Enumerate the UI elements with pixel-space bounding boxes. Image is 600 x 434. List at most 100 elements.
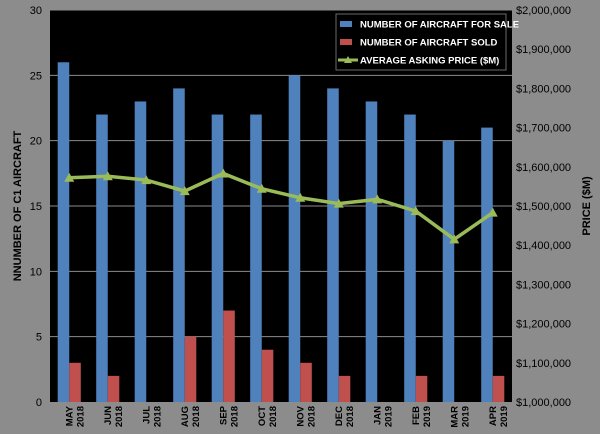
x-tick-year: 2018	[152, 406, 163, 427]
x-tick-month: SEP	[218, 405, 229, 425]
bar-for-sale	[442, 140, 455, 402]
price-point	[102, 171, 113, 181]
x-tick-year: 2019	[499, 406, 510, 427]
legend-label: NUMBER OF AIRCRAFT SOLD	[360, 38, 498, 49]
bar-for-sale	[327, 88, 339, 403]
y-tick-label-right: $1,500,000	[516, 201, 571, 213]
y-tick-label-right: $1,200,000	[516, 319, 571, 331]
y-tick-label-right: $1,700,000	[516, 123, 571, 135]
x-tick-label: SEP2018	[218, 405, 240, 427]
x-tick-year: 2019	[383, 406, 394, 427]
x-tick-year: 2018	[268, 406, 279, 427]
bar-for-sale	[365, 101, 378, 402]
y-tick-label-right: $1,100,000	[516, 358, 571, 370]
y-tick-label-left: 30	[30, 5, 42, 17]
bar-sold	[107, 375, 120, 402]
price-point	[372, 194, 383, 204]
y-tick-label-right: $1,900,000	[516, 44, 571, 56]
y-tick-label-left: 20	[30, 136, 42, 148]
y-tick-label-right: $2,000,000	[516, 5, 571, 17]
bar-for-sale	[173, 88, 185, 403]
price-point	[410, 206, 421, 216]
x-tick-year: 2018	[114, 406, 125, 427]
y-axis-title-right: PRICE ($M)	[581, 176, 593, 236]
y-tick-label-left: 0	[36, 397, 42, 409]
bar-sold	[300, 362, 312, 402]
legend-swatch-marker	[344, 56, 352, 63]
y-tick-label-right: $1,800,000	[516, 83, 571, 95]
price-point	[218, 168, 229, 178]
legend-box	[335, 13, 507, 71]
x-tick-month: NOV	[295, 405, 306, 426]
x-axis-categories: MAY2018 JUN2018 JUL2018 AUG2018 SEP2018 OCT20…	[64, 405, 510, 427]
price-point	[333, 198, 344, 208]
left-axis-ticks: 0 5 10 15 20 25 30	[30, 5, 42, 409]
bar-sold	[223, 310, 235, 402]
price-point	[179, 186, 190, 196]
x-tick-month: APR	[488, 406, 499, 426]
legend-label: AVERAGE ASKING PRICE ($M)	[360, 56, 499, 67]
x-tick-label: AUG2018	[180, 406, 202, 427]
x-tick-year: 2018	[306, 406, 317, 427]
y-tick-label-right: $1,300,000	[516, 279, 571, 291]
x-tick-month: MAR	[449, 406, 460, 428]
bar-sold	[261, 349, 274, 402]
x-tick-label: OCT2018	[257, 406, 279, 427]
bar-for-sale	[134, 101, 147, 402]
x-tick-month: AUG	[180, 406, 191, 427]
bars	[57, 62, 505, 403]
x-tick-label: NOV2018	[295, 405, 317, 427]
x-tick-label: JUN2018	[103, 406, 125, 427]
x-tick-month: JUL	[141, 406, 152, 424]
bar-for-sale	[404, 114, 416, 403]
legend-swatch	[340, 21, 352, 27]
right-axis-ticks: $1,000,000 $1,100,000 $1,200,000 $1,300,000…	[516, 5, 571, 409]
x-tick-month: JAN	[372, 406, 383, 425]
y-tick-label-left: 15	[30, 201, 42, 213]
price-series-line	[69, 171, 494, 242]
price-point	[449, 234, 460, 244]
x-tick-label: APR2019	[488, 406, 510, 427]
price-line	[64, 168, 498, 244]
y-axis-title-left: NNUMBER OF C1 AIRCRAFT	[12, 130, 24, 281]
x-tick-label: JUL2018	[141, 406, 163, 427]
x-tick-month: JUN	[103, 406, 114, 425]
y-tick-label-right: $1,000,000	[516, 397, 571, 409]
price-point	[64, 172, 75, 182]
x-tick-year: 2019	[422, 406, 433, 427]
x-tick-label: MAY2018	[64, 405, 86, 427]
bar-sold	[415, 375, 428, 402]
x-tick-label: DEC2018	[334, 406, 356, 427]
bar-sold	[338, 375, 351, 402]
x-tick-year: 2019	[460, 406, 471, 427]
legend: NUMBER OF AIRCRAFT FOR SALE NUMBER OF AIR…	[335, 13, 519, 71]
bar-for-sale	[250, 114, 262, 403]
x-tick-year: 2018	[229, 406, 240, 427]
x-tick-label: JAN2019	[372, 406, 394, 427]
x-tick-month: FEB	[411, 406, 422, 425]
y-tick-label-left: 25	[30, 70, 42, 82]
x-tick-label: MAR2019	[449, 406, 471, 428]
x-tick-year: 2018	[345, 406, 356, 427]
bar-for-sale	[481, 127, 493, 402]
bar-for-sale	[288, 75, 301, 402]
price-point	[141, 175, 152, 185]
bar-sold	[492, 375, 505, 402]
x-tick-month: MAY	[64, 405, 75, 426]
y-tick-label-right: $1,400,000	[516, 240, 571, 252]
bar-for-sale	[57, 62, 70, 403]
x-tick-year: 2018	[75, 406, 86, 427]
price-point	[295, 192, 306, 202]
bar-for-sale	[211, 114, 224, 403]
price-point	[487, 207, 498, 217]
x-tick-year: 2018	[191, 406, 202, 427]
bar-for-sale	[96, 114, 108, 403]
price-point	[256, 183, 267, 193]
y-tick-label-left: 10	[30, 266, 42, 278]
x-tick-month: OCT	[257, 406, 268, 426]
x-tick-month: DEC	[334, 406, 345, 426]
bar-sold	[184, 336, 197, 402]
y-tick-label-right: $1,600,000	[516, 162, 571, 174]
x-tick-label: FEB2019	[411, 406, 433, 427]
